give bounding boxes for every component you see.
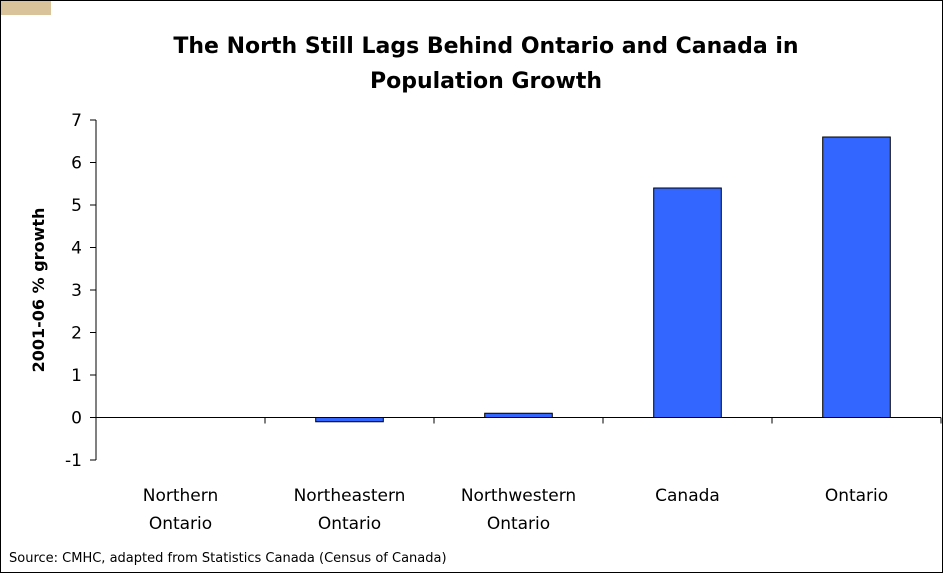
source-note: Source: CMHC, adapted from Statistics Ca… (9, 551, 447, 566)
chart-title: The North Still Lags Behind Ontario and … (173, 34, 798, 94)
x-category-label-0-1: Ontario (149, 514, 212, 534)
y-tick-label-6: 5 (71, 196, 82, 216)
x-category-label-0-0: Northern (143, 486, 218, 506)
x-category-label-1-1: Ontario (318, 514, 381, 534)
y-tick-label-1: 0 (71, 409, 82, 429)
y-tick-label-8: 7 (71, 111, 82, 131)
bar-1 (315, 417, 384, 423)
y-tick-label-7: 6 (71, 154, 82, 174)
y-axis-label: 2001-06 % growth (29, 208, 48, 373)
chart-title-line-1: The North Still Lags Behind Ontario and … (173, 34, 798, 59)
y-tick-label-4: 3 (71, 281, 82, 301)
y-tick-label-0: -1 (65, 451, 82, 471)
bar-3 (653, 187, 722, 418)
y-tick-label-3: 2 (71, 324, 82, 344)
corner-tab (1, 1, 51, 15)
x-category-label-3-0: Canada (655, 486, 720, 506)
chart-title-line-2: Population Growth (370, 69, 602, 94)
bar-2 (484, 412, 553, 418)
bar-4 (822, 136, 891, 418)
x-category-label-1-0: Northeastern (294, 486, 406, 506)
y-tick-label-5: 4 (71, 239, 82, 259)
x-category-label-4-0: Ontario (825, 486, 888, 506)
y-tick-label-2: 1 (71, 366, 82, 386)
x-category-label-2-0: Northwestern (461, 486, 576, 506)
plot-area: -1 0 1 2 3 4 5 6 7 Northern Ontario Northeastern Ont… (65, 111, 942, 534)
x-category-label-2-1: Ontario (487, 514, 550, 534)
